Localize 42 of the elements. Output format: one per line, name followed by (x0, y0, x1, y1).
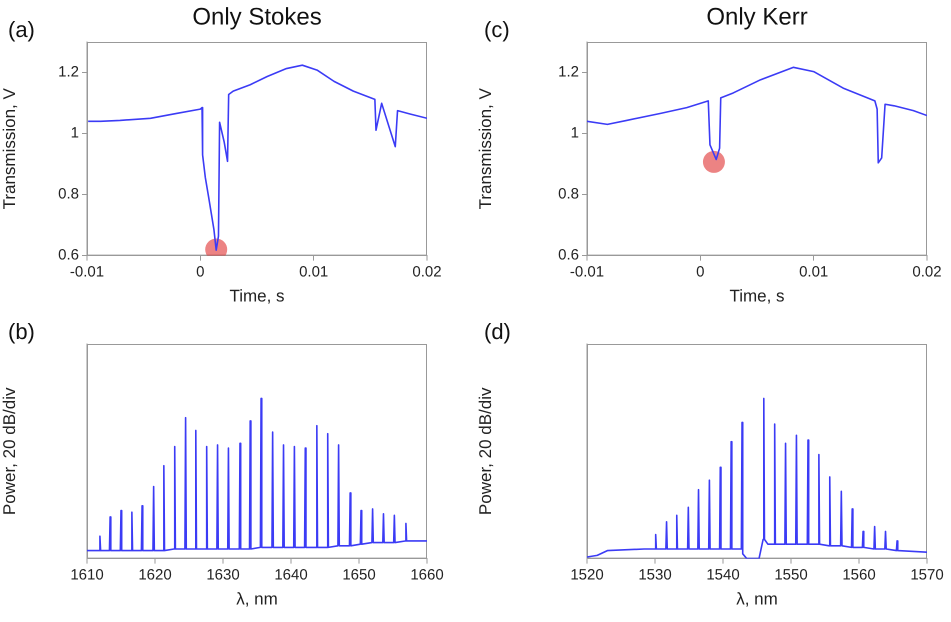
x-tick-label: 1570 (910, 566, 944, 584)
x-tick-label: 1540 (706, 566, 740, 584)
y-tick-label: 1.2 (558, 64, 579, 81)
x-tick-label: 1650 (342, 566, 376, 584)
text: (a) (8, 17, 35, 42)
y-tick-label: 0.6 (58, 246, 79, 264)
x-tick-label: 1620 (138, 566, 172, 584)
x-axis-title: λ, nm (736, 589, 778, 608)
x-tick-label: 1630 (206, 566, 240, 584)
x-axis-title: Time, s (729, 286, 785, 306)
chart-title: Only Stokes (192, 4, 322, 31)
x-tick-label: 1610 (70, 566, 104, 584)
x-tick-label: -0.01 (570, 264, 604, 281)
y-axis-title: Transmission, V (476, 88, 495, 210)
y-axis-title: Transmission, V (0, 88, 19, 210)
y-tick-label: 1 (70, 124, 79, 142)
text: (b) (8, 319, 35, 344)
x-axis-title: Time, s (229, 286, 285, 306)
y-axis-title: Power, 20 dB/div (0, 387, 19, 516)
y-tick-label: 0.8 (558, 186, 579, 203)
x-tick-label: 1640 (274, 566, 308, 584)
x-tick-label: 0 (196, 264, 205, 281)
y-tick-label: 0.8 (58, 186, 79, 203)
x-tick-label: 1560 (842, 566, 876, 584)
y-tick-label: 0.6 (558, 246, 579, 264)
y-tick-label: 1.2 (58, 64, 79, 81)
x-tick-label: 0 (696, 264, 705, 281)
x-tick-label: 0.02 (412, 264, 442, 281)
y-axis-title: Power, 20 dB/div (476, 387, 495, 516)
x-tick-label: 1550 (774, 566, 808, 584)
x-tick-label: 0.01 (299, 264, 328, 281)
x-tick-label: -0.01 (70, 264, 104, 281)
text: (c) (484, 17, 510, 42)
x-tick-label: 1520 (570, 566, 604, 584)
x-tick-label: 0.01 (799, 264, 828, 281)
x-tick-label: 1530 (638, 566, 672, 584)
y-tick-label: 1 (570, 124, 579, 142)
chart-title: Only Kerr (706, 4, 808, 31)
text: (d) (484, 319, 511, 344)
x-tick-label: 0.02 (912, 264, 942, 281)
x-tick-label: 1660 (410, 566, 444, 584)
x-axis-title: λ, nm (236, 589, 278, 608)
